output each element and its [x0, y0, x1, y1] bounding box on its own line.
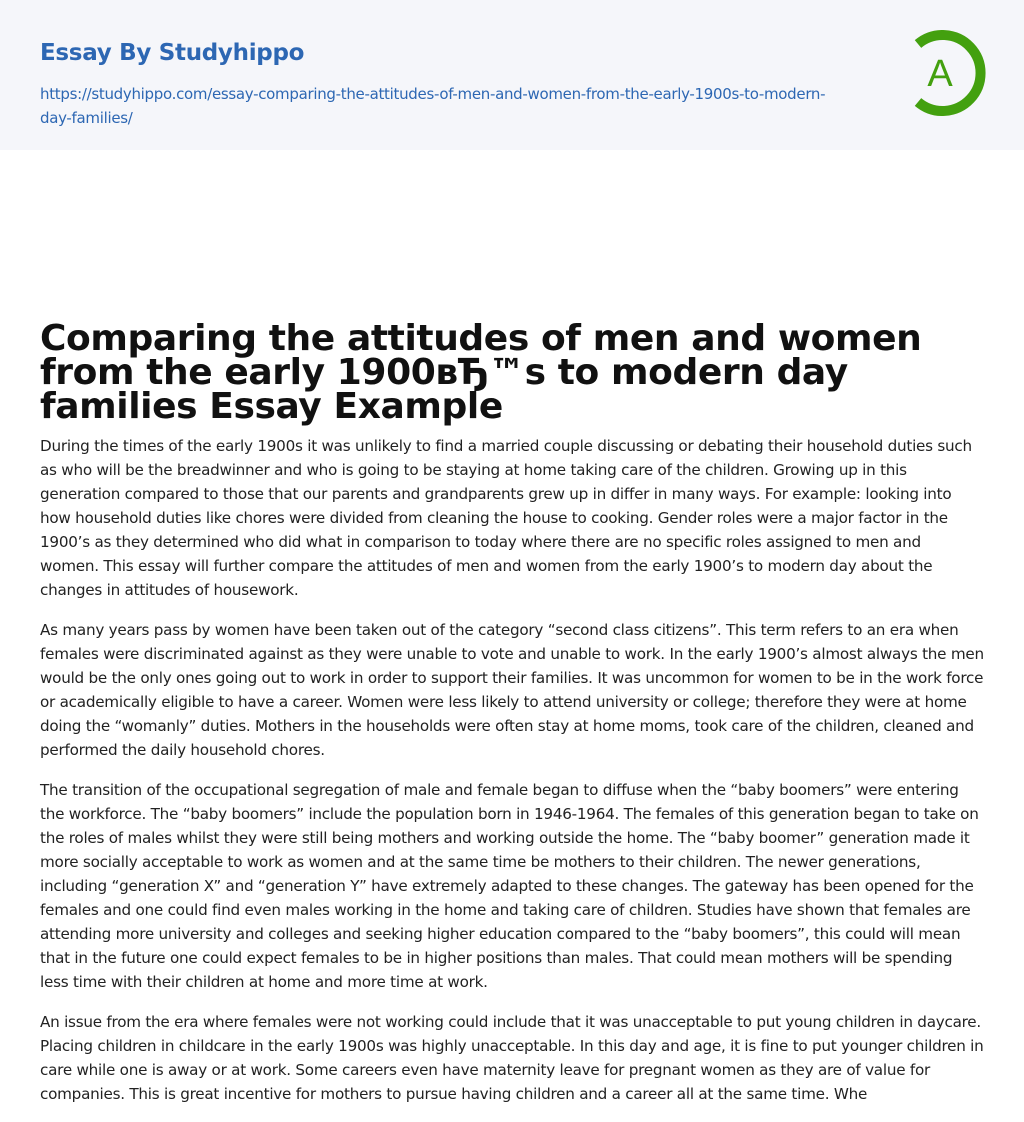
page-title: Comparing the attitudes of men and women…: [40, 318, 922, 427]
logo-letter: A: [927, 53, 953, 95]
studyhippo-logo-icon[interactable]: A: [896, 30, 986, 116]
essay-paragraph: An issue from the era where females were…: [40, 1013, 984, 1103]
essay-paragraph: During the times of the early 1900s it w…: [40, 437, 972, 599]
brand-name: Essay By Studyhippo: [40, 40, 305, 66]
essay-url-link[interactable]: https://studyhippo.com/essay-comparing-t…: [40, 85, 826, 127]
site-header: Essay By Studyhippo https://studyhippo.c…: [0, 0, 1024, 150]
essay-paragraph: As many years pass by women have been ta…: [40, 621, 984, 759]
essay-body: During the times of the early 1900s it w…: [0, 424, 1024, 1106]
essay-paragraph: The transition of the occupational segre…: [40, 781, 979, 991]
